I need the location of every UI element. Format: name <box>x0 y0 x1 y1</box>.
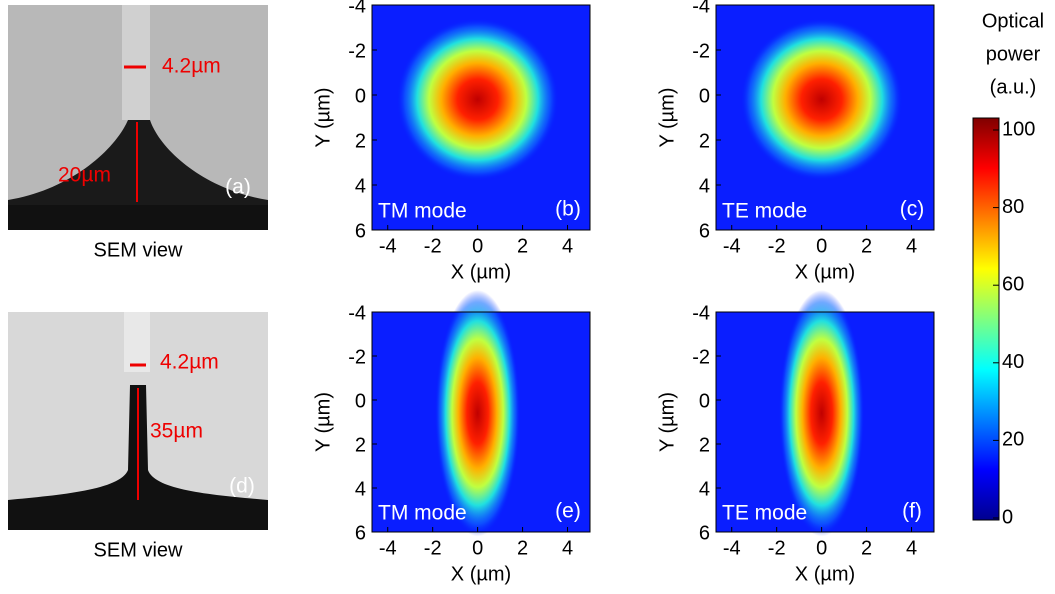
colorbar-title: (a.u.) <box>990 76 1037 98</box>
x-tick-label: 0 <box>472 235 483 257</box>
x-tick-label: -2 <box>768 537 786 559</box>
y-tick-label: 2 <box>699 434 710 456</box>
panel-label: (f) <box>902 500 922 523</box>
x-tick-label: 2 <box>861 537 872 559</box>
panel-label: (a) <box>225 176 251 199</box>
mode-profile <box>434 290 521 537</box>
x-tick-label: -4 <box>723 537 741 559</box>
x-tick-label: 4 <box>906 235 917 257</box>
y-tick-label: 0 <box>699 85 710 107</box>
x-axis-label: X (µm) <box>795 563 855 585</box>
x-tick-label: -4 <box>379 537 397 559</box>
colorbar-title: Optical <box>982 10 1044 32</box>
height-label: 20µm <box>58 164 111 187</box>
x-tick-label: 4 <box>906 537 917 559</box>
colorbar <box>972 117 1000 521</box>
colorbar-tick-label: 20 <box>1002 429 1024 451</box>
x-tick-label: -4 <box>723 235 741 257</box>
y-tick-label: 6 <box>699 220 710 242</box>
y-tick-label: 4 <box>355 175 366 197</box>
y-tick-label: 6 <box>699 522 710 544</box>
mode-label: TM mode <box>378 200 467 223</box>
x-tick-label: -2 <box>424 537 442 559</box>
colorbar-tick-label: 60 <box>1002 273 1024 295</box>
plot-frame <box>371 4 591 231</box>
y-tick-label: 0 <box>355 390 366 412</box>
colorbar-tick-label: 100 <box>1002 118 1035 140</box>
x-tick-label: -2 <box>768 235 786 257</box>
y-tick-label: 2 <box>699 130 710 152</box>
plot-frame <box>371 311 591 533</box>
mode-profile <box>778 290 865 537</box>
y-tick-label: 4 <box>699 478 710 500</box>
x-tick-label: 4 <box>562 537 573 559</box>
y-tick-label: -2 <box>692 40 710 62</box>
x-tick-label: -4 <box>379 235 397 257</box>
plot-frame <box>715 4 935 231</box>
y-axis-label: Y (µm) <box>312 87 334 147</box>
y-tick-label: 4 <box>355 478 366 500</box>
x-tick-label: 0 <box>816 537 827 559</box>
y-tick-label: 2 <box>355 130 366 152</box>
y-tick-label: -2 <box>692 346 710 368</box>
x-tick-label: 4 <box>562 235 573 257</box>
mode-label: TE mode <box>722 502 807 525</box>
x-tick-label: 0 <box>472 537 483 559</box>
y-tick-label: 0 <box>355 85 366 107</box>
y-tick-label: 2 <box>355 434 366 456</box>
mode-profile <box>740 18 903 181</box>
y-axis-label: Y (µm) <box>656 87 678 147</box>
y-axis-label: Y (µm) <box>656 392 678 452</box>
panel-label: (d) <box>229 475 255 498</box>
height-label: 35µm <box>150 420 203 443</box>
sem-image <box>8 5 268 230</box>
panel-label: (b) <box>555 198 581 221</box>
y-tick-label: -4 <box>692 302 710 324</box>
plot-frame <box>715 311 935 533</box>
y-tick-label: -4 <box>348 302 366 324</box>
y-tick-label: -2 <box>348 40 366 62</box>
x-tick-label: 0 <box>816 235 827 257</box>
caption: SEM view <box>94 539 183 561</box>
colorbar-tick-label: 0 <box>1002 506 1013 528</box>
colorbar-title: power <box>986 43 1041 65</box>
y-tick-label: -4 <box>348 0 366 17</box>
x-tick-label: 2 <box>517 235 528 257</box>
x-tick-label: 2 <box>861 235 872 257</box>
y-tick-label: 6 <box>355 220 366 242</box>
x-axis-label: X (µm) <box>795 261 855 283</box>
y-tick-label: 0 <box>699 390 710 412</box>
y-tick-label: 4 <box>699 175 710 197</box>
y-tick-label: -2 <box>348 346 366 368</box>
colorbar-tick-label: 80 <box>1002 196 1024 218</box>
panel-label: (e) <box>555 500 581 523</box>
mode-label: TM mode <box>378 502 467 525</box>
width-label: 4.2µm <box>162 55 221 78</box>
width-label: 4.2µm <box>160 351 219 374</box>
colorbar-tick-label: 40 <box>1002 351 1024 373</box>
panel-label: (c) <box>900 198 925 221</box>
y-tick-label: 6 <box>355 522 366 544</box>
mode-profile <box>396 18 559 181</box>
x-tick-label: 2 <box>517 537 528 559</box>
y-axis-label: Y (µm) <box>312 392 334 452</box>
x-axis-label: X (µm) <box>451 261 511 283</box>
y-tick-label: -4 <box>692 0 710 17</box>
sem-image <box>8 312 268 530</box>
caption: SEM view <box>94 239 183 261</box>
x-axis-label: X (µm) <box>451 563 511 585</box>
mode-label: TE mode <box>722 200 807 223</box>
x-tick-label: -2 <box>424 235 442 257</box>
